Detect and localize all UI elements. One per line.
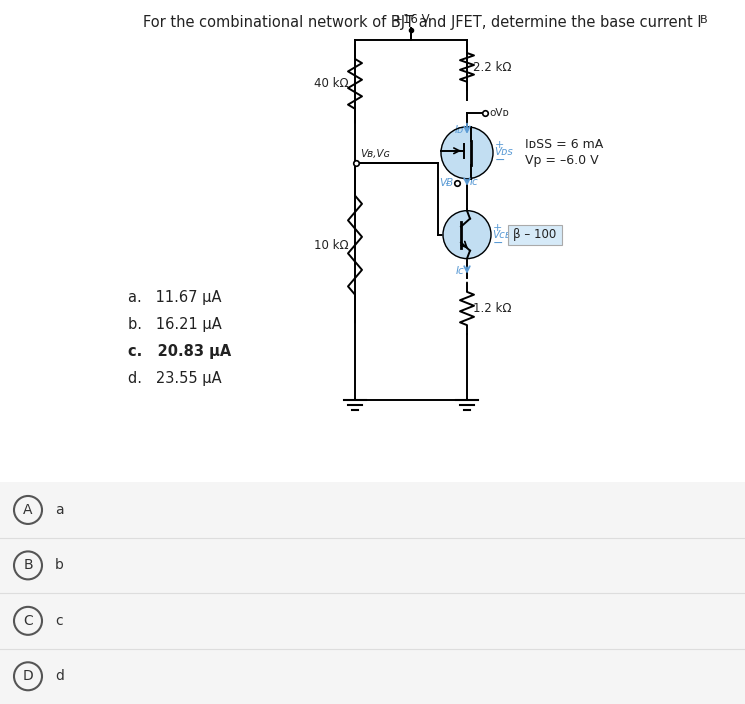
Text: c.   20.83 μA: c. 20.83 μA — [128, 344, 231, 359]
Text: Iᴄ: Iᴄ — [455, 265, 464, 275]
Text: 10 kΩ: 10 kΩ — [314, 239, 349, 251]
Text: oVᴅ: oVᴅ — [489, 108, 509, 118]
FancyBboxPatch shape — [508, 225, 562, 244]
Text: 40 kΩ: 40 kΩ — [314, 77, 349, 90]
Text: D: D — [22, 670, 34, 684]
Text: b: b — [55, 558, 64, 572]
Text: a: a — [55, 503, 63, 517]
Text: 2.2 kΩ: 2.2 kΩ — [473, 61, 512, 74]
Text: B: B — [23, 558, 33, 572]
Text: c: c — [55, 614, 63, 628]
Text: For the combinational network of BJT and JFET, determine the base current I: For the combinational network of BJT and… — [143, 15, 701, 30]
Bar — [0, 482, 745, 538]
Text: −: − — [493, 237, 504, 250]
Bar — [0, 648, 745, 704]
Text: Iᴅ: Iᴅ — [454, 125, 464, 134]
Text: a.   11.67 μA: a. 11.67 μA — [128, 290, 221, 305]
Text: −: − — [495, 154, 506, 168]
Text: 1.2 kΩ: 1.2 kΩ — [473, 302, 512, 315]
Text: Vᴄᴇ: Vᴄᴇ — [492, 230, 510, 239]
Bar — [0, 593, 745, 648]
Text: +: + — [493, 222, 502, 232]
Text: Iᴄ: Iᴄ — [470, 177, 479, 187]
Text: b.   16.21 μA: b. 16.21 μA — [128, 317, 222, 332]
Text: Vp = –6.0 V: Vp = –6.0 V — [525, 154, 599, 168]
Text: VɃ: VɃ — [439, 177, 453, 188]
Circle shape — [441, 127, 493, 179]
Text: IᴅSS = 6 mA: IᴅSS = 6 mA — [525, 138, 603, 151]
Text: d.   23.55 μA: d. 23.55 μA — [128, 371, 221, 386]
Text: +: + — [495, 140, 504, 150]
Text: Vᴅs: Vᴅs — [494, 146, 513, 157]
Text: β – 100: β – 100 — [513, 228, 557, 241]
Text: C: C — [23, 614, 33, 628]
Text: A: A — [23, 503, 33, 517]
Text: d: d — [55, 670, 64, 684]
Text: Vʙ,Vɢ: Vʙ,Vɢ — [360, 149, 390, 158]
Text: +16 V: +16 V — [393, 13, 429, 26]
Text: B: B — [700, 15, 708, 25]
Bar — [0, 538, 745, 593]
Circle shape — [443, 210, 491, 258]
